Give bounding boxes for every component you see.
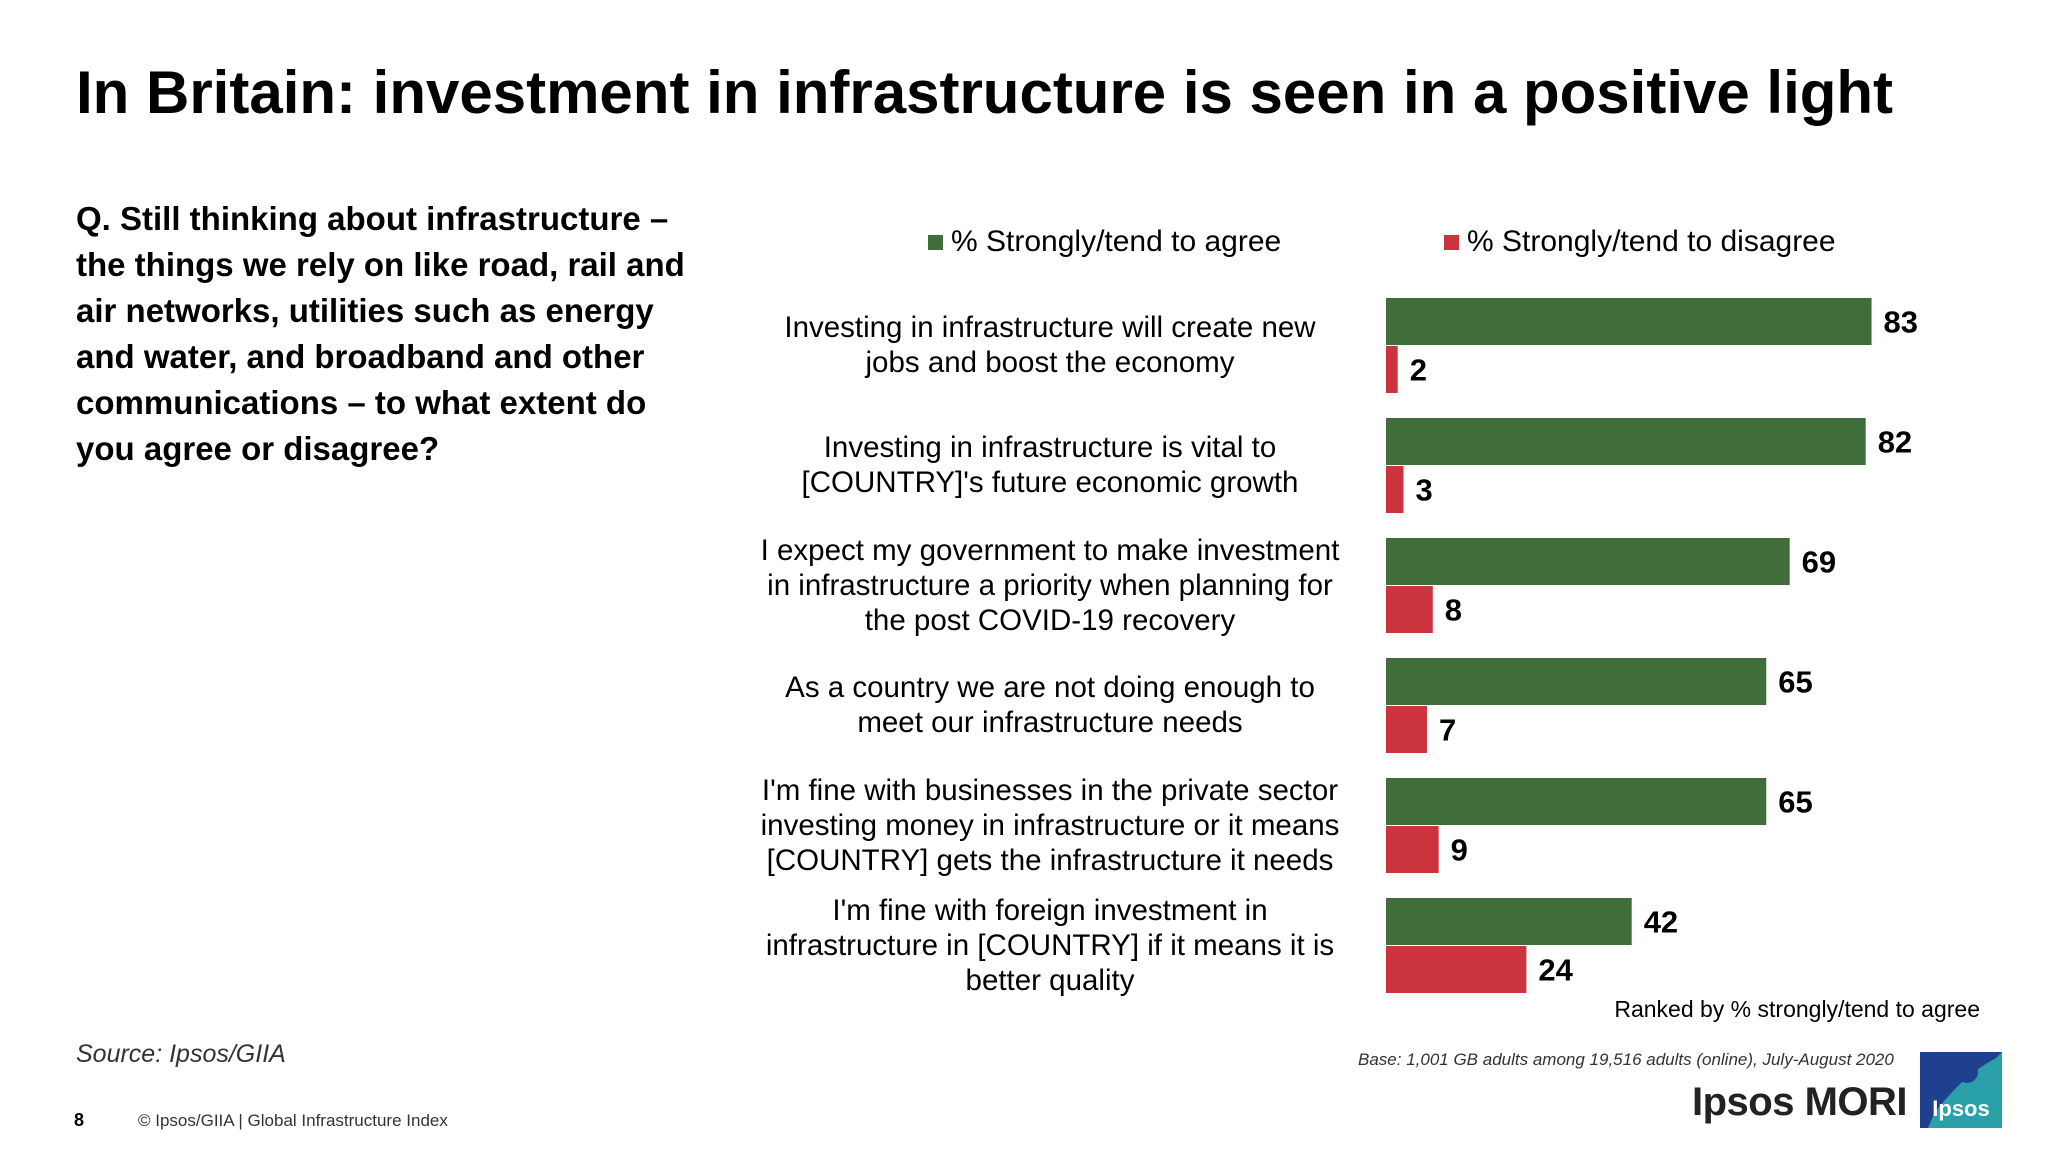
- bar-agree: [1386, 658, 1767, 705]
- data-label-disagree: 7: [1439, 713, 1456, 748]
- bar-disagree: [1386, 466, 1404, 513]
- category-label-line: [COUNTRY] gets the infrastructure it nee…: [766, 843, 1334, 877]
- category-label-line: jobs and boost the economy: [865, 346, 1235, 379]
- bar-agree: [1386, 898, 1632, 945]
- bar-agree: [1386, 418, 1866, 465]
- legend-agree-swatch: [928, 234, 943, 250]
- category-label-line: meet our infrastructure needs: [857, 706, 1243, 739]
- survey-question: Q. Still thinking about infrastructure –…: [76, 200, 685, 467]
- data-label-agree: 82: [1878, 425, 1912, 460]
- source-note: Source: Ipsos/GIIA: [76, 1040, 286, 1068]
- bar-agree: [1386, 538, 1790, 585]
- bar-agree: [1386, 298, 1872, 345]
- category-label: As a country we are not doing enough to m…: [740, 670, 1360, 740]
- category-label-line: I'm fine with businesses in the private …: [761, 773, 1339, 807]
- category-label-line: investing money in infrastructure or it …: [760, 808, 1340, 842]
- bar-agree: [1386, 778, 1767, 825]
- data-label-disagree: 2: [1410, 353, 1427, 388]
- category-label: Investing in infrastructure will create …: [740, 310, 1360, 380]
- category-label: I expect my government to make investmen…: [740, 533, 1360, 638]
- legend-disagree: % Strongly/tend to disagree: [1444, 222, 1836, 262]
- data-label-disagree: 24: [1538, 953, 1573, 988]
- page-number: 8: [74, 1110, 85, 1130]
- category-label-line: I'm fine with foreign investment in: [832, 893, 1268, 927]
- bar-disagree: [1386, 706, 1427, 753]
- category-label-line: Investing in infrastructure will create …: [784, 311, 1316, 344]
- ranked-note: Ranked by % strongly/tend to agree: [1614, 996, 1980, 1022]
- data-label-agree: 83: [1884, 305, 1918, 340]
- bar-disagree: [1386, 946, 1527, 993]
- data-label-agree: 65: [1778, 785, 1812, 820]
- category-label-line: I expect my government to make investmen…: [760, 533, 1340, 567]
- data-label-disagree: 9: [1451, 833, 1468, 868]
- category-label-line: infrastructure in [COUNTRY] if it means …: [765, 928, 1335, 962]
- legend-disagree-swatch: [1444, 234, 1459, 250]
- page-title: In Britain: investment in infrastructure…: [76, 59, 1894, 126]
- base-note: Base: 1,001 GB adults among 19,516 adult…: [1358, 1050, 1894, 1069]
- category-label: I'm fine with businesses in the private …: [740, 773, 1360, 878]
- data-label-agree: 65: [1778, 665, 1812, 700]
- legend-agree-label: % Strongly/tend to agree: [951, 225, 1282, 258]
- category-label-line: the post COVID-19 recovery: [864, 603, 1236, 637]
- category-label: I'm fine with foreign investment in infra…: [740, 893, 1360, 998]
- bar-disagree: [1386, 586, 1433, 633]
- category-label-line: better quality: [965, 963, 1135, 997]
- bar-disagree: [1386, 346, 1398, 393]
- category-label-line: in infrastructure a priority when planni…: [767, 568, 1333, 602]
- data-label-disagree: 8: [1445, 593, 1462, 628]
- category-label-line: Investing in infrastructure is vital to: [823, 431, 1277, 464]
- legend-agree: % Strongly/tend to agree: [928, 222, 1281, 262]
- bar-disagree: [1386, 826, 1439, 873]
- data-label-agree: 42: [1644, 905, 1678, 940]
- footer-copyright: © Ipsos/GIIA | Global Infrastructure Ind…: [138, 1111, 448, 1130]
- category-label-line: [COUNTRY]'s future economic growth: [801, 466, 1299, 499]
- category-label-line: As a country we are not doing enough to: [785, 671, 1315, 704]
- logo-swoosh: [1928, 1052, 2002, 1128]
- logo-head: [1956, 1061, 1978, 1083]
- data-label-disagree: 3: [1416, 473, 1433, 508]
- logo-text: Ipsos: [1932, 1096, 1989, 1121]
- data-label-agree: 69: [1802, 545, 1836, 580]
- brand-name: Ipsos MORI: [1692, 1080, 1908, 1124]
- ipsos-logo: Ipsos: [1920, 1052, 2002, 1128]
- legend-disagree-label: % Strongly/tend to disagree: [1467, 225, 1836, 258]
- category-label: Investing in infrastructure is vital to[…: [740, 430, 1360, 500]
